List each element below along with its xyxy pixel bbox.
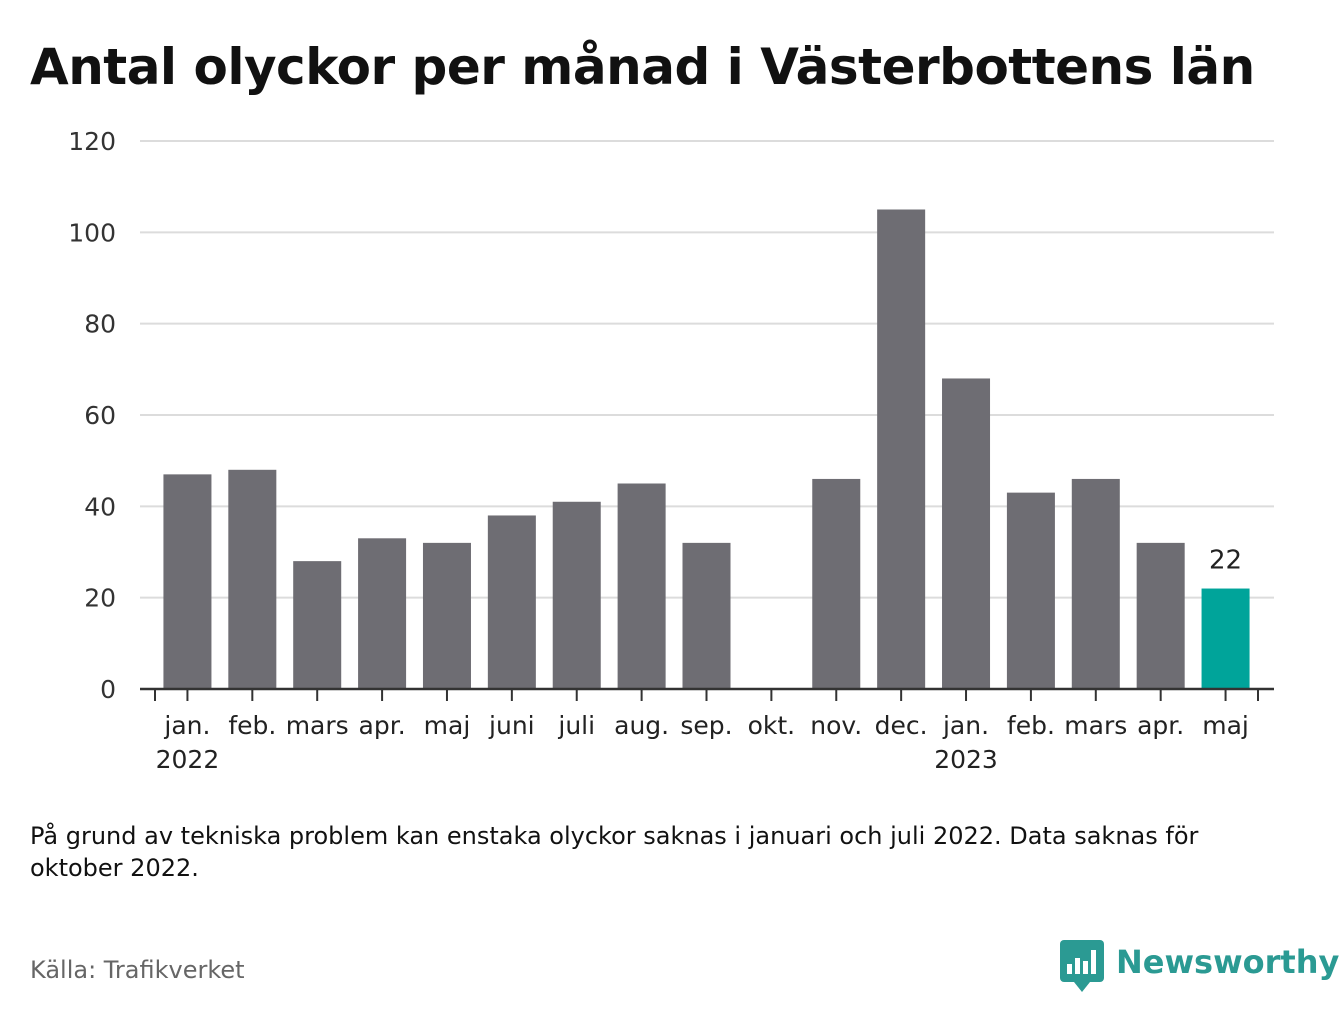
x-tick-label: juli (557, 711, 595, 740)
bar (293, 561, 342, 689)
year-label: 2023 (934, 745, 998, 774)
x-axis (140, 687, 1274, 701)
bars (163, 209, 1250, 689)
y-tick-label: 100 (68, 218, 116, 247)
bar (228, 469, 277, 689)
bar (422, 542, 471, 689)
y-tick-label: 40 (84, 492, 116, 521)
year-label: 2022 (156, 745, 220, 774)
bar (358, 538, 407, 689)
brand-name: Newsworthy (1116, 943, 1340, 981)
y-tick-label: 60 (84, 401, 116, 430)
chart-title: Antal olyckor per månad i Västerbottens … (30, 38, 1255, 96)
x-tick-label: maj (1202, 711, 1249, 740)
x-tick-label: feb. (228, 711, 276, 740)
x-tick-label: juni (488, 711, 535, 740)
bar (682, 542, 731, 689)
x-tick-label: maj (424, 711, 471, 740)
bar (1201, 588, 1250, 689)
source-text: Källa: Trafikverket (30, 956, 245, 984)
data-label: 22 (1209, 546, 1242, 576)
x-tick-label: sep. (680, 711, 732, 740)
y-tick-label: 80 (84, 310, 116, 339)
x-tick-label: aug. (614, 711, 669, 740)
bar (552, 501, 601, 689)
bar (1006, 492, 1055, 689)
x-tick-label: dec. (875, 711, 928, 740)
x-tick-label: nov. (810, 711, 862, 740)
y-tick-label: 0 (100, 675, 116, 704)
bar (942, 378, 991, 689)
x-tick-label: feb. (1007, 711, 1055, 740)
x-tick-label: jan. (942, 711, 989, 740)
bar (1071, 478, 1120, 689)
bar (812, 478, 861, 689)
x-tick-label: apr. (1137, 711, 1184, 740)
x-tick-label: mars (1064, 711, 1127, 740)
footnote: På grund av tekniska problem kan enstaka… (30, 822, 1199, 882)
bar (617, 483, 666, 689)
bar (877, 209, 926, 689)
bar (1136, 542, 1185, 689)
y-tick-label: 120 (68, 127, 116, 156)
x-tick-label: jan. (163, 711, 210, 740)
newsworthy-logo: Newsworthy (1060, 938, 1339, 994)
x-tick-label: mars (286, 711, 349, 740)
x-tick-label: apr. (359, 711, 406, 740)
newsworthy-logo-icon (1060, 940, 1104, 992)
x-tick-label: okt. (748, 711, 796, 740)
bar (163, 474, 212, 689)
y-tick-label: 20 (84, 584, 116, 613)
bar (487, 515, 536, 689)
